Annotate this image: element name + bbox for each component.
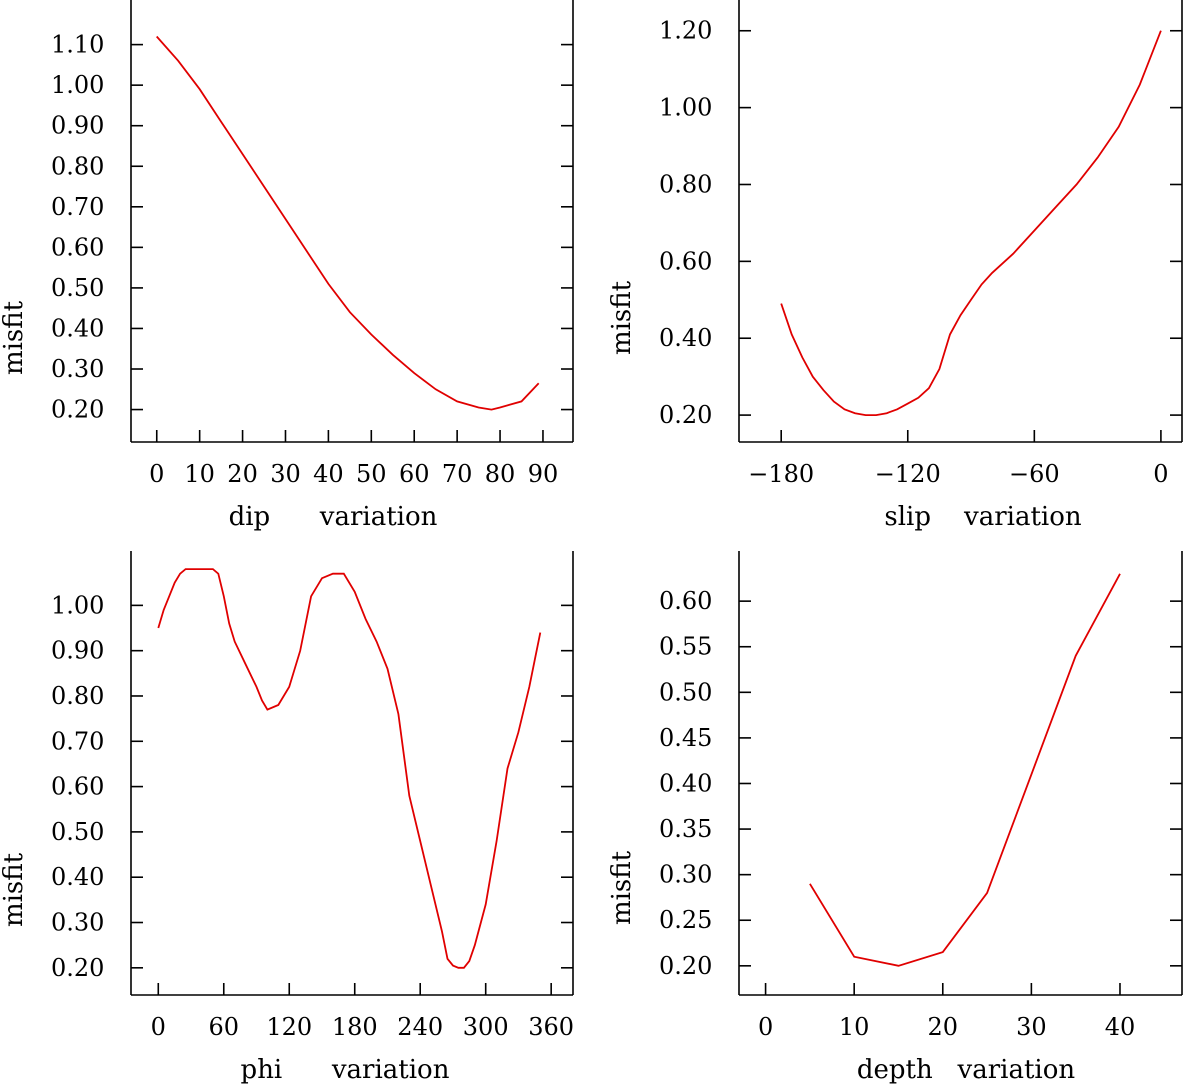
x-tick-label: 0 [1153,460,1168,488]
x-tick-label: 50 [356,460,387,488]
x-tick-label: 10 [184,460,215,488]
y-tick-label: 0.30 [51,355,104,383]
x-tick-label: 240 [397,1013,443,1041]
y-tick-label: 0.60 [659,587,712,615]
series-line-misfit [809,573,1121,967]
y-tick-label: 0.45 [659,724,712,752]
x-axis-label: dip variation [229,502,438,532]
x-tick-label: 120 [266,1013,312,1041]
x-tick-label: 80 [485,460,516,488]
y-tick-label: 0.40 [659,324,712,352]
x-tick-label: 70 [442,460,473,488]
panel-slip: slip variation misfit −180 −120 −60 0 0.20 0.… [607,0,1183,532]
x-tick-label: 0 [758,1013,773,1041]
y-tick-label: 1.20 [659,17,712,45]
panel-phi: phi variation misfit 0 60 120 180 240 300 360 0… [0,551,574,1085]
y-axis-label: misfit [0,300,29,375]
y-tick-label: 0.80 [51,152,104,180]
y-axis-label: misfit [607,280,637,355]
x-tick-label: 40 [313,460,344,488]
y-tick-label: 0.80 [51,682,104,710]
y-tick-label: 0.35 [659,815,712,843]
y-tick-label: 0.20 [51,954,104,982]
y-tick-label: 0.80 [659,170,712,198]
y-tick-label: 0.40 [51,314,104,342]
y-tick-label: 0.50 [51,818,104,846]
y-tick-label: 0.60 [659,247,712,275]
y-tick-label: 0.20 [659,401,712,429]
x-tick-label: 20 [227,460,258,488]
x-tick-label: 0 [149,460,164,488]
y-tick-label: 0.30 [659,861,712,889]
y-tick-label: 0.70 [51,193,104,221]
y-tick-label: 1.10 [51,31,104,59]
x-tick-label: 60 [399,460,430,488]
y-tick-label: 0.55 [659,633,712,661]
y-axis-label: misfit [0,852,29,927]
panel-depth: depth variation misfit 0 10 20 30 40 0.20 0.25… [607,551,1183,1085]
x-tick-label: 60 [208,1013,239,1041]
y-tick-label: 0.40 [659,769,712,797]
x-tick-label: 180 [332,1013,378,1041]
x-tick-label: 10 [839,1013,870,1041]
y-tick-label: 0.50 [51,274,104,302]
y-tick-label: 1.00 [51,591,104,619]
y-tick-label: 0.20 [51,396,104,424]
y-tick-label: 0.60 [51,233,104,261]
x-tick-label: 40 [1105,1013,1136,1041]
y-tick-label: 0.20 [659,952,712,980]
panel-dip: dip variation misfit 0 10 20 30 40 50 60 70 80 90… [0,0,574,532]
y-tick-label: 0.40 [51,863,104,891]
y-tick-label: 0.50 [659,678,712,706]
x-tick-label: −60 [1009,460,1060,488]
y-tick-label: 0.60 [51,773,104,801]
x-axis-label: phi variation [241,1055,450,1085]
x-tick-label: 0 [151,1013,166,1041]
x-axis-label: slip variation [884,502,1082,532]
x-tick-label: 360 [528,1013,574,1041]
y-axis-label: misfit [607,850,637,925]
x-tick-label: 30 [1016,1013,1047,1041]
y-tick-label: 0.30 [51,909,104,937]
x-axis-label: depth variation [857,1055,1076,1085]
y-tick-label: 1.00 [51,71,104,99]
y-tick-label: 0.90 [51,637,104,665]
x-tick-label: 90 [528,460,559,488]
y-tick-label: 0.90 [51,112,104,140]
y-tick-label: 1.00 [659,94,712,122]
y-tick-label: 0.25 [659,906,712,934]
series-line-misfit [157,568,542,969]
series-line-misfit [780,30,1162,417]
x-tick-label: 300 [463,1013,509,1041]
x-tick-label: −180 [748,460,814,488]
x-tick-label: 30 [270,460,301,488]
series-line-misfit [156,35,540,411]
x-tick-label: −120 [875,460,941,488]
x-tick-label: 20 [928,1013,959,1041]
y-tick-label: 0.70 [51,727,104,755]
